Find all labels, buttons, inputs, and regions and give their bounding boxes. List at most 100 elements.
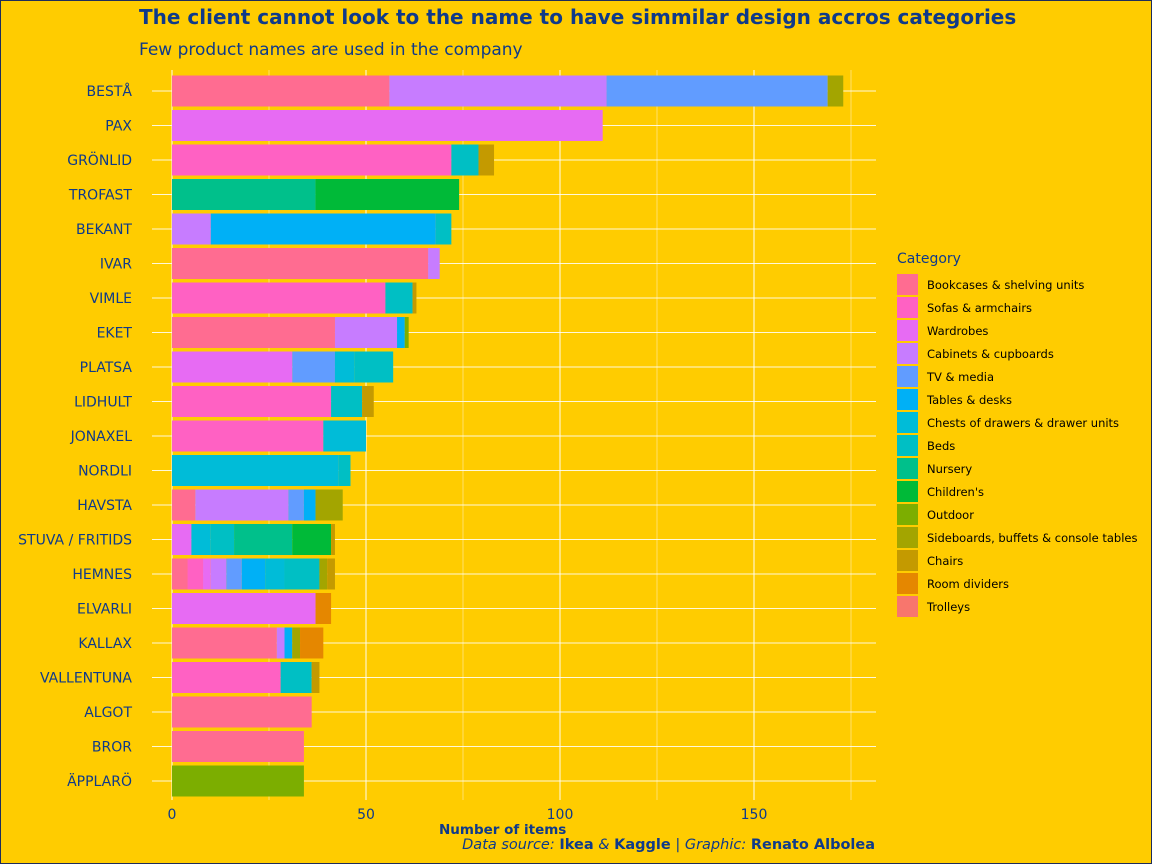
bar-segment <box>292 524 332 555</box>
legend-item: Beds <box>897 434 1137 457</box>
bar-segment <box>315 593 332 624</box>
x-tick-label: 150 <box>741 807 768 823</box>
legend-swatch <box>897 389 918 410</box>
bar-segment <box>172 282 386 314</box>
y-tick-label: ELVARLI <box>77 602 132 618</box>
bar-segment <box>191 524 211 555</box>
bar-segment <box>172 420 324 452</box>
legend-swatch <box>897 481 918 502</box>
bar-segment <box>203 558 211 590</box>
bar-segment <box>331 524 335 555</box>
legend-swatch <box>897 573 918 594</box>
x-axis-label: Number of items <box>439 822 567 838</box>
bar-segment <box>172 524 192 555</box>
bar-segment <box>397 317 405 348</box>
bar-segment <box>331 386 363 417</box>
bar-segment <box>172 558 188 590</box>
y-tick-label: TROFAST <box>68 188 133 204</box>
chart-subtitle: Few product names are used in the compan… <box>139 40 523 60</box>
bar-segment <box>451 144 479 176</box>
bar-segment <box>210 213 436 245</box>
bar-segment <box>172 696 312 728</box>
bar-segment <box>300 627 324 659</box>
bar-segment <box>172 248 429 279</box>
bar-segment <box>172 662 281 693</box>
legend-label: Chests of drawers & drawer units <box>927 415 1120 430</box>
caption-mid: | Graphic: <box>670 837 751 853</box>
legend-swatch <box>897 458 918 479</box>
y-tick-label: PAX <box>105 119 132 135</box>
bar-segment <box>315 489 343 521</box>
x-tick-label: 100 <box>547 807 574 823</box>
legend-label: Room dividers <box>927 576 1009 591</box>
y-tick-label: HEMNES <box>72 567 132 583</box>
legend-item: Trolleys <box>897 595 1137 618</box>
y-tick-label: HAVSTA <box>77 498 132 514</box>
bars <box>172 75 844 797</box>
bar-segment <box>404 317 409 348</box>
bar-segment <box>172 213 211 245</box>
y-tick-label: JONAXEL <box>70 429 133 445</box>
legend-item: Chests of drawers & drawer units <box>897 411 1137 434</box>
y-tick-label: IVAR <box>100 257 132 273</box>
legend-swatch <box>897 320 918 341</box>
bar-segment <box>292 627 301 659</box>
chart-title: The client cannot look to the name to ha… <box>139 5 1017 29</box>
bar-segment <box>172 75 390 107</box>
legend-swatch <box>897 366 918 387</box>
bar-segment <box>292 351 335 383</box>
legend-item: Cabinets & cupboards <box>897 342 1137 365</box>
caption-source-kaggle: Kaggle <box>614 837 671 853</box>
bar-segment <box>172 593 316 624</box>
bar-segment <box>172 179 316 210</box>
legend-label: Wardrobes <box>927 323 989 338</box>
y-tick-label: NORDLI <box>78 464 132 480</box>
caption-prefix: Data source: <box>462 837 560 853</box>
bar-segment <box>172 351 293 383</box>
legend-label: Beds <box>927 438 956 453</box>
y-tick-label: VIMLE <box>90 291 132 307</box>
bar-segment <box>389 75 607 107</box>
y-tick-label: BESTÅ <box>87 83 133 100</box>
legend-item: Tables & desks <box>897 388 1137 411</box>
bar-segment <box>334 351 355 383</box>
legend-item: Nursery <box>897 457 1137 480</box>
bar-segment <box>172 386 332 417</box>
bar-segment <box>284 558 320 590</box>
y-tick-label: BROR <box>92 740 132 756</box>
bar-segment <box>327 558 335 590</box>
bar-segment <box>195 489 289 521</box>
bar-segment <box>428 248 440 279</box>
bar-segment <box>187 558 204 590</box>
y-tick-label: VALLENTUNA <box>40 671 132 687</box>
legend-swatch <box>897 343 918 364</box>
y-tick-label: LIDHULT <box>74 395 132 411</box>
legend-label: Tables & desks <box>927 392 1013 407</box>
caption: Data source: Ikea & Kaggle | Graphic: Re… <box>462 837 875 853</box>
legend-item: Sofas & armchairs <box>897 296 1137 319</box>
y-tick-labels: BESTÅ PAX GRÖNLID TROFAST BEKANT IVAR VIMLE EKE… <box>18 83 132 790</box>
bar-segment <box>362 386 374 417</box>
bar-segment <box>280 662 312 693</box>
gridlines <box>152 70 876 800</box>
bar-segment <box>172 765 304 797</box>
x-tick-labels: 0 50 100 150 <box>168 807 768 823</box>
caption-source-ikea: Ikea <box>559 837 594 853</box>
bar-segment <box>172 731 304 762</box>
bar-segment <box>334 317 398 348</box>
bar-segment <box>338 455 351 486</box>
legend-item: Wardrobes <box>897 319 1137 342</box>
bar-segment <box>234 524 293 555</box>
bar-segment <box>385 282 413 314</box>
y-tick-label: ALGOT <box>84 705 132 721</box>
bar-segment <box>276 627 285 659</box>
bar-segment <box>172 144 452 176</box>
legend-label: Cabinets & cupboards <box>927 346 1054 361</box>
y-tick-label: PLATSA <box>80 360 133 376</box>
legend-item: TV & media <box>897 365 1137 388</box>
legend-item: Sideboards, buffets & console tables <box>897 526 1137 549</box>
legend-label: Nursery <box>927 461 973 476</box>
legend-item: Chairs <box>897 549 1137 572</box>
y-tick-label: GRÖNLID <box>67 151 132 169</box>
